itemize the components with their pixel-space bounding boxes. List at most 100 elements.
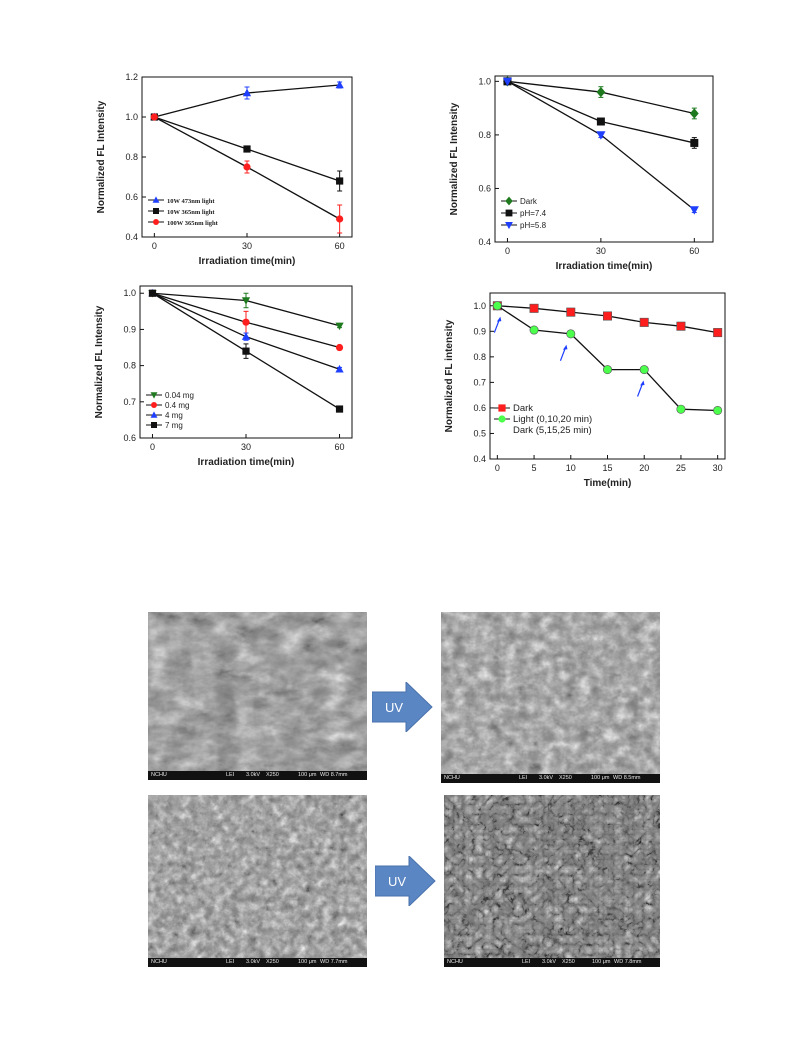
x-tick-label: 5 xyxy=(532,463,537,473)
uv-arrow-bottom: UV xyxy=(375,856,437,906)
series-0 xyxy=(150,80,344,121)
sem-label: LEI xyxy=(519,775,528,781)
light-arrow xyxy=(636,380,645,397)
legend-marker xyxy=(498,415,506,423)
data-point xyxy=(603,311,613,321)
x-tick-label: 60 xyxy=(335,241,345,251)
y-tick-label: 0.8 xyxy=(123,361,136,371)
legend-entry: 4 mg xyxy=(146,411,183,420)
y-axis-label: Normalized FL Intensity xyxy=(449,102,460,215)
y-tick-label: 0.8 xyxy=(473,352,486,362)
data-point xyxy=(639,365,649,375)
legend-label: 10W 473nm light xyxy=(167,198,215,205)
data-point xyxy=(713,405,723,415)
y-axis-label: Normalized FL intensity xyxy=(444,319,455,432)
data-point xyxy=(335,343,344,352)
x-axis-label: Irradiation time(min) xyxy=(198,457,295,468)
x-tick-label: 30 xyxy=(242,241,252,251)
chart-panel-b: 0 30 60 0.4 0.6 0.8 1.0 Irradiation time(min) No… xyxy=(445,73,725,283)
chart-svg: 0 30 60 0.6 0.7 0.8 0.9 1.0 Irradiation time(min… xyxy=(94,285,353,468)
legend-marker xyxy=(151,422,157,428)
sem-image-2: NCHU LEI 3.0kV X250 100 μm WD 8.5mm xyxy=(441,612,660,783)
series-1 xyxy=(150,113,344,192)
data-point xyxy=(148,289,157,297)
sem-label: 3.0kV xyxy=(246,772,261,778)
legend-label: 100W 365nm light xyxy=(167,220,219,227)
y-tick-label: 0.7 xyxy=(123,397,136,407)
sem-label: 3.0kV xyxy=(246,959,261,965)
data-point xyxy=(603,365,613,375)
chart-svg: 0 5 10 15 20 25 30 0.4 0.5 0.6 0.7 0.8 0.9 1.0 Time(mi… xyxy=(444,292,726,489)
chart-svg: 0 30 60 0.4 0.6 0.8 1.0 1.2 Irradiation time(min… xyxy=(96,72,353,267)
legend-entry: 10W 473nm light xyxy=(148,196,215,205)
sem-scale-label: 100 μm xyxy=(298,959,317,965)
data-point xyxy=(690,138,699,147)
series-0 xyxy=(503,76,699,120)
data-point xyxy=(502,77,513,87)
sem-texture-2 xyxy=(441,612,660,783)
series-0 xyxy=(492,301,723,338)
y-tick-label: 1.0 xyxy=(125,112,138,122)
data-point xyxy=(242,88,252,97)
data-point xyxy=(676,321,686,331)
y-tick-label: 1.2 xyxy=(125,72,138,82)
legend-entry: pH=7.4 xyxy=(501,209,547,218)
data-point xyxy=(335,322,344,331)
data-point xyxy=(336,215,344,223)
x-tick-label: 0 xyxy=(150,442,155,452)
sem-label: 3.0kV xyxy=(539,775,554,781)
sem-label: X250 xyxy=(562,959,575,965)
plot-frame xyxy=(494,75,714,243)
x-tick-label: 30 xyxy=(713,463,723,473)
data-point xyxy=(241,297,251,305)
x-tick-label: 0 xyxy=(152,241,157,251)
x-axis-label: Irradiation time(min) xyxy=(199,256,296,267)
sem-label: LEI xyxy=(226,772,235,778)
data-point xyxy=(529,325,539,335)
legend-label: pH=7.4 xyxy=(520,209,547,218)
y-tick-label: 0.4 xyxy=(473,454,486,464)
legend-label: 0.4 mg xyxy=(165,401,189,410)
legend-marker xyxy=(505,196,513,206)
x-axis-label: Time(min) xyxy=(584,478,632,489)
sem-label: 3.0kV xyxy=(542,959,557,965)
legend-marker xyxy=(505,221,513,230)
data-point xyxy=(492,301,502,311)
legend-label: 7 mg xyxy=(165,421,183,430)
y-axis-label: Normalized FL Intensity xyxy=(94,305,105,418)
data-point xyxy=(566,329,576,339)
y-tick-label: 0.4 xyxy=(478,237,491,247)
legend-label: 10W 365nm light xyxy=(167,209,215,216)
legend-marker xyxy=(505,209,513,217)
legend-entry: Dark xyxy=(494,403,533,414)
y-tick-label: 0.4 xyxy=(125,232,138,242)
sem-label: LEI xyxy=(226,959,235,965)
legend-entry: 7 mg xyxy=(146,421,183,430)
sem-label: WD 8.7mm xyxy=(320,772,348,778)
sem-label: X250 xyxy=(559,775,572,781)
uv-arrow-top: UV xyxy=(372,682,434,732)
series-line xyxy=(507,80,695,211)
series-1 xyxy=(492,301,723,415)
sem-image-3: NCHU LEI 3.0kV X250 100 μm WD 7.7mm xyxy=(148,795,367,967)
sem-image-1: NCHU LEI 3.0kV X250 100 μm WD 8.7mm xyxy=(148,612,367,780)
sem-label: WD 7.8mm xyxy=(614,959,642,965)
x-tick-label: 0 xyxy=(505,246,510,256)
legend-marker xyxy=(152,196,160,203)
sem-label: X250 xyxy=(266,772,279,778)
series-2 xyxy=(150,113,344,234)
sem-label: NCHU xyxy=(151,959,167,965)
chart-panel-d: 0 5 10 15 20 25 30 0.4 0.5 0.6 0.7 0.8 0.9 1.0 Time(mi… xyxy=(444,290,730,490)
data-point xyxy=(689,108,699,119)
series-2 xyxy=(502,77,699,215)
y-tick-label: 0.9 xyxy=(123,324,136,334)
data-point xyxy=(529,303,539,313)
sem-label: WD 8.5mm xyxy=(613,775,641,781)
data-point xyxy=(689,206,699,215)
sem-image-4: NCHU LEI 3.0kV X250 100 μm WD 7.8mm xyxy=(444,795,660,967)
legend-entry: Light (0,10,20 min) xyxy=(494,414,592,425)
data-point xyxy=(335,364,344,373)
legend-entry: 10W 365nm light xyxy=(148,208,215,216)
legend-label: Dark xyxy=(520,197,538,206)
